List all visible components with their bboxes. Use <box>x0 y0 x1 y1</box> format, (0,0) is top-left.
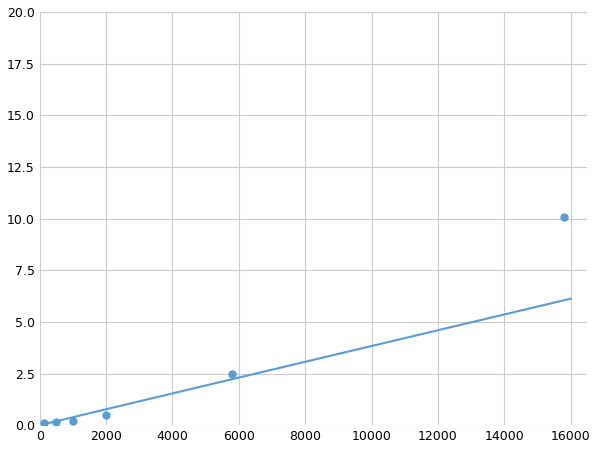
Point <box>227 370 237 377</box>
Point <box>68 418 77 425</box>
Point <box>52 418 61 426</box>
Point <box>559 213 569 220</box>
Point <box>101 411 111 418</box>
Point <box>39 419 49 427</box>
